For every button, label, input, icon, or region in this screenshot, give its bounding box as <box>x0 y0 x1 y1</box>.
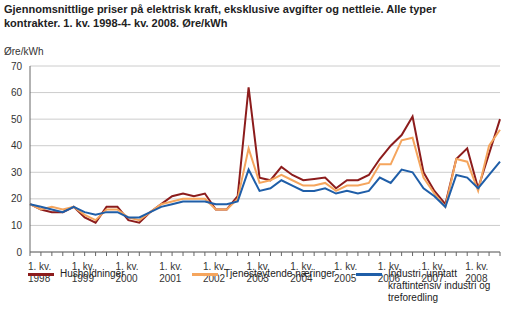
svg-text:0: 0 <box>16 247 22 258</box>
svg-text:20: 20 <box>11 193 23 204</box>
svg-text:60: 60 <box>11 87 23 98</box>
svg-text:70: 70 <box>11 61 23 72</box>
svg-text:50: 50 <box>11 114 23 125</box>
svg-text:1. kv.1998: 1. kv.1998 <box>28 261 51 282</box>
svg-text:1. kv.2005: 1. kv.2005 <box>334 261 357 282</box>
svg-text:40: 40 <box>11 140 23 151</box>
svg-text:1. kv.2002: 1. kv.2002 <box>203 261 226 282</box>
svg-text:1. kv.2001: 1. kv.2001 <box>159 261 182 282</box>
svg-text:30: 30 <box>11 167 23 178</box>
svg-text:10: 10 <box>11 220 23 231</box>
svg-text:1. kv.2008: 1. kv.2008 <box>465 261 488 282</box>
